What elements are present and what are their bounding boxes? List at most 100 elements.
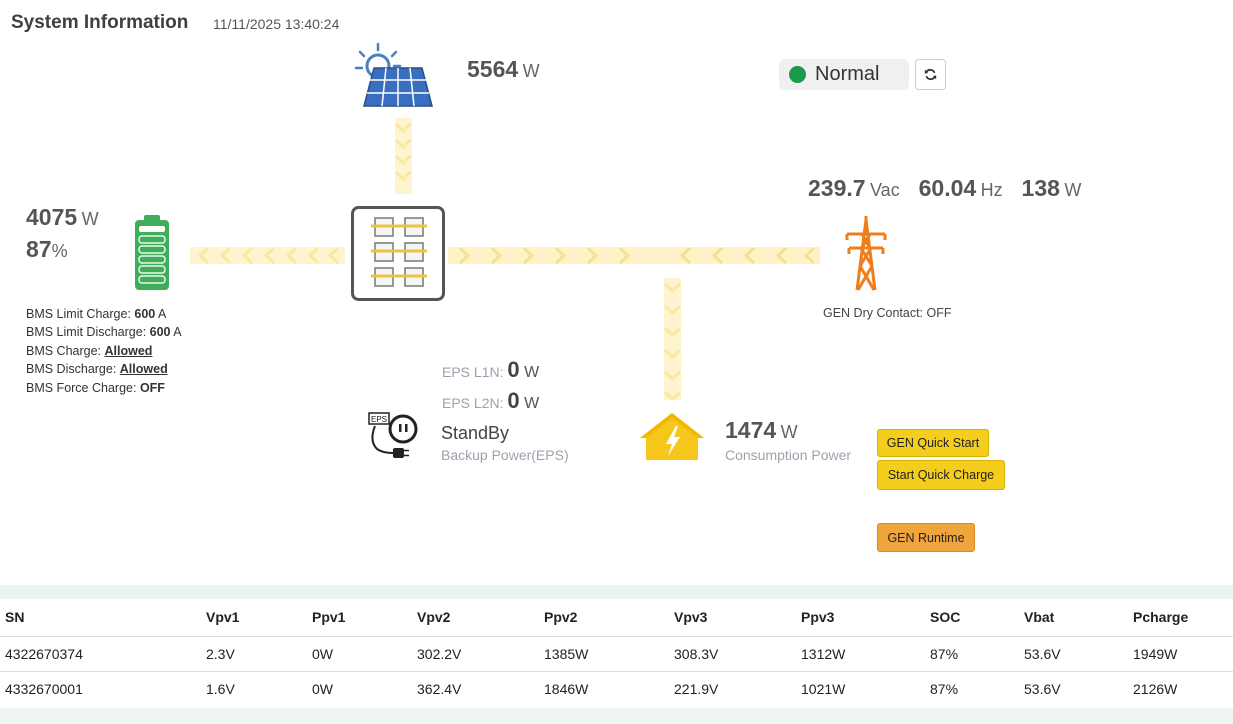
table-row: 4332670001 1.6V 0W 362.4V 1846W 221.9V 1…: [0, 671, 1233, 706]
cell-vbat: 53.6V: [1019, 636, 1128, 672]
bms-discharge-label: BMS Discharge:: [26, 362, 120, 377]
battery-soc-unit: %: [51, 241, 68, 261]
col-vpv2: Vpv2: [412, 599, 539, 637]
cell-ppv3: 1021W: [801, 680, 846, 697]
eps-l1n-unit: W: [524, 364, 540, 381]
solar-power-value: 5564: [467, 56, 519, 82]
battery-power: 4075 W: [26, 204, 99, 231]
col-vbat: Vbat: [1019, 599, 1128, 637]
grid-voltage-unit: Vac: [870, 180, 900, 200]
col-vpv3: Vpv3: [669, 599, 796, 637]
cell-vbat: 53.6V: [1024, 680, 1061, 697]
cell-vpv1: 1.6V: [206, 680, 235, 697]
solar-power-unit: W: [522, 61, 540, 81]
cell-soc: 87%: [925, 636, 1019, 672]
battery-soc: 87%: [26, 236, 68, 263]
eps-l2n: EPS L2N: 0 W: [442, 388, 539, 414]
bms-limit-charge-label: BMS Limit Charge:: [26, 307, 135, 321]
flow-to-house: [663, 278, 682, 402]
eps-l2n-value: 0: [507, 388, 520, 413]
eps-plug-icon: EPS: [368, 412, 418, 458]
cell-vpv3: 221.9V: [674, 680, 719, 697]
col-ppv3: Ppv3: [796, 599, 925, 637]
cell-pcharge: 1949W: [1128, 636, 1233, 672]
solar-panel-icon: [354, 42, 433, 107]
grid-power-value: 138: [1021, 175, 1060, 201]
bms-charge-value: Allowed: [104, 343, 153, 358]
timestamp: 11/11/2025 13:40:24: [213, 16, 340, 32]
eps-icon-label: EPS: [371, 415, 387, 424]
col-ppv2: Ppv2: [539, 599, 669, 637]
table-header-row: SN Vpv1 Ppv1 Vpv2 Ppv2 Vpv3 Ppv3 SOC Vba…: [0, 599, 1233, 637]
cell-vpv2: 302.2V: [412, 636, 539, 672]
refresh-icon: [924, 68, 937, 81]
battery-icon: [135, 215, 169, 290]
cell-vpv1: 2.3V: [201, 636, 307, 672]
cell-soc: 87%: [930, 680, 959, 697]
eps-state: StandBy: [441, 423, 510, 443]
gen-quick-start-button[interactable]: GEN Quick Start: [877, 429, 989, 457]
cell-ppv2: 1846W: [544, 680, 589, 697]
gen-runtime-button[interactable]: GEN Runtime: [877, 523, 975, 552]
consumption-power-unit: W: [780, 422, 798, 442]
consumption-label: Consumption Power: [725, 447, 852, 463]
grid-power-unit: W: [1064, 180, 1082, 200]
bms-discharge-value: Allowed: [119, 362, 168, 377]
flow-inverter-battery: [190, 246, 345, 265]
table-bottom-band: [0, 708, 1233, 724]
energy-flow-diagram: [190, 118, 820, 402]
status-label: Normal: [815, 63, 880, 85]
bms-info: BMS Limit Charge: 600 A BMS Limit Discha…: [26, 305, 182, 397]
bms-limit-charge-value: 600: [134, 307, 156, 321]
inverter-icon: [351, 206, 445, 301]
table-row: 4322670374 2.3V 0W 302.2V 1385W 308.3V 1…: [0, 636, 1233, 672]
col-vpv1: Vpv1: [201, 599, 307, 637]
bms-limit-discharge-label: BMS Limit Discharge:: [26, 325, 150, 340]
bms-limit-charge-unit: A: [155, 307, 167, 321]
transmission-tower-icon: [845, 216, 887, 291]
cell-ppv3: 1312W: [796, 636, 925, 672]
cell-ppv1: 0W: [307, 636, 412, 672]
cell-sn: 4332670001: [5, 680, 83, 697]
grid-voltage-value: 239.7: [808, 175, 866, 201]
eps-l1n-label: EPS L1N:: [442, 364, 508, 380]
flow-solar-inverter: [394, 118, 412, 194]
cell-vpv2: 362.4V: [417, 680, 462, 697]
bms-force-charge: BMS Force Charge: OFF: [26, 379, 182, 397]
status-dot-icon: [789, 66, 806, 83]
start-quick-charge-button[interactable]: Start Quick Charge: [877, 460, 1005, 490]
bms-force-charge-value: OFF: [139, 380, 165, 395]
grid-readings: 239.7 Vac 60.04 Hz 138 W: [808, 175, 1081, 202]
bms-limit-discharge: BMS Limit Discharge: 600 A: [26, 323, 182, 341]
col-pcharge: Pcharge: [1128, 599, 1233, 637]
eps-l2n-unit: W: [524, 395, 540, 412]
cell-sn: 4322670374: [0, 636, 201, 672]
refresh-button[interactable]: [915, 59, 946, 90]
grid-frequency-value: 60.04: [918, 175, 977, 201]
cell-ppv1: 0W: [312, 680, 333, 697]
eps-l2n-label: EPS L2N:: [442, 395, 508, 411]
gen-dry-contact: GEN Dry Contact: OFF: [823, 306, 952, 320]
col-soc: SOC: [925, 599, 1019, 637]
grid-frequency-unit: Hz: [980, 180, 1003, 200]
col-sn: SN: [0, 599, 201, 637]
bms-charge-label: BMS Charge:: [26, 343, 105, 358]
col-ppv1: Ppv1: [307, 599, 412, 637]
eps-l1n: EPS L1N: 0 W: [442, 357, 539, 383]
table-top-band: [0, 585, 1233, 599]
inverter-table: SN Vpv1 Ppv1 Vpv2 Ppv2 Vpv3 Ppv3 SOC Vba…: [0, 599, 1233, 706]
bms-limit-charge: BMS Limit Charge: 600 A: [26, 305, 182, 323]
solar-power: 5564 W: [467, 56, 540, 83]
status-badge: Normal: [779, 59, 909, 90]
bms-force-charge-label: BMS Force Charge:: [26, 380, 140, 395]
bms-charge: BMS Charge: Allowed: [26, 342, 182, 360]
consumption-power: 1474 W: [725, 417, 798, 444]
cell-ppv2: 1385W: [539, 636, 669, 672]
bms-limit-discharge-unit: A: [170, 325, 182, 340]
cell-pcharge: 2126W: [1133, 680, 1178, 697]
house-icon: [640, 413, 704, 460]
bms-limit-discharge-value: 600: [149, 325, 171, 340]
battery-power-unit: W: [81, 209, 99, 229]
battery-soc-value: 87: [26, 236, 52, 262]
cell-vpv3: 308.3V: [669, 636, 796, 672]
